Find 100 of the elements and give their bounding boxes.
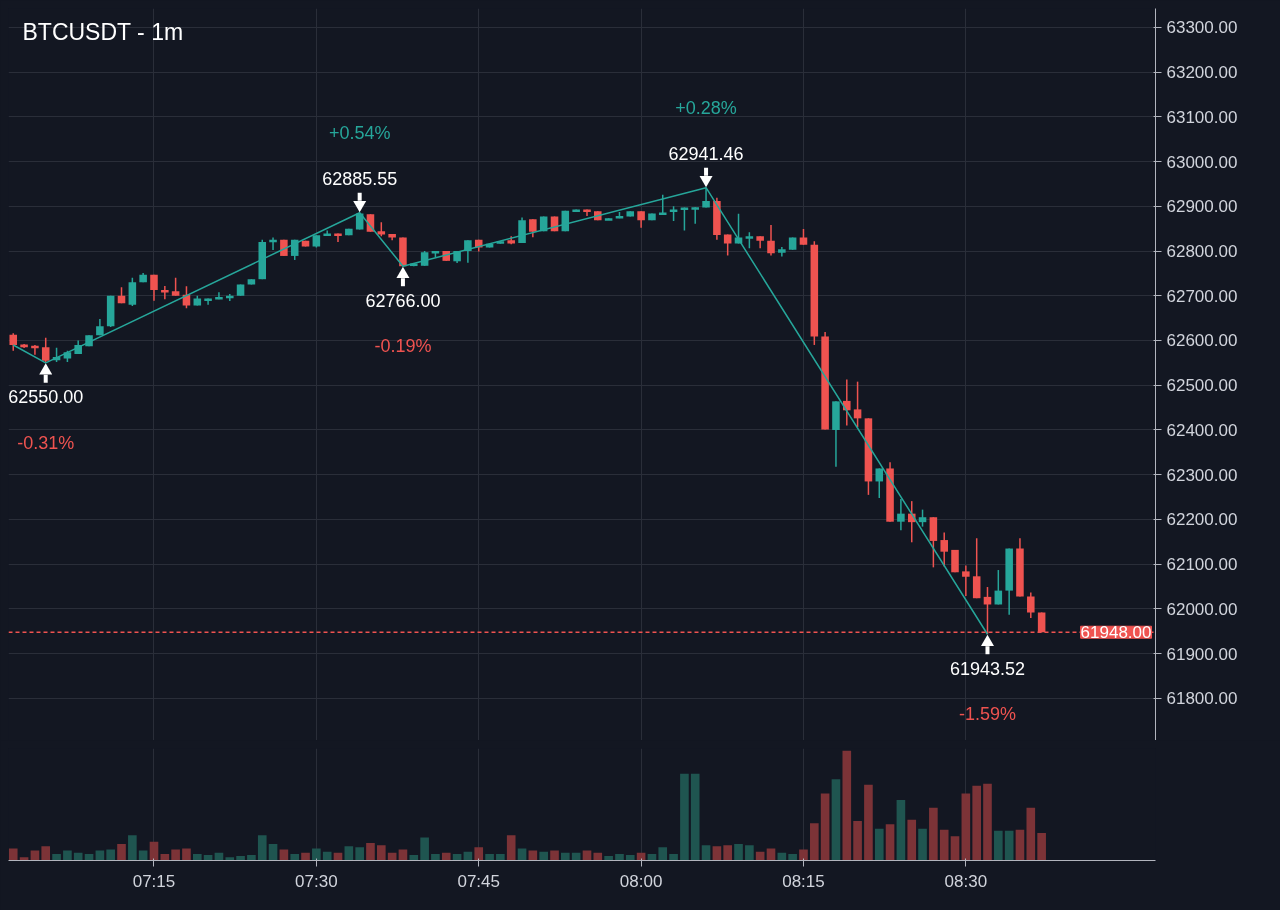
y-tick-label: 62800.00 [1166, 242, 1238, 262]
bar [192, 853, 202, 861]
candlestick [929, 516, 938, 569]
annotation: +0.28% [675, 97, 737, 118]
bar [8, 848, 18, 861]
bar [961, 793, 971, 861]
bar [929, 807, 938, 861]
bar [810, 823, 819, 861]
bar [409, 855, 419, 861]
bar [63, 850, 72, 861]
bar [864, 784, 873, 861]
bar [506, 835, 516, 861]
y-tick-label: 62900.00 [1166, 197, 1238, 217]
x-tick-label: 07:30 [295, 871, 338, 891]
bar [896, 800, 906, 861]
annotation: 62766.00 [365, 290, 441, 311]
x-tick-label: 07:45 [457, 871, 501, 891]
bar [376, 845, 386, 861]
bar [712, 846, 722, 861]
candlestick [1027, 591, 1035, 619]
bar [496, 853, 505, 861]
x-tick-label: 08:15 [782, 871, 825, 891]
bar [723, 845, 732, 861]
bar [236, 856, 245, 861]
candlestick [875, 467, 884, 499]
bar [972, 785, 982, 861]
bar [680, 773, 689, 861]
bar [441, 852, 451, 861]
bar [420, 837, 429, 861]
y-tick-label: 63200.00 [1166, 63, 1238, 83]
bar [701, 845, 711, 861]
annotation: -0.19% [374, 336, 432, 357]
bar [561, 852, 570, 861]
bar [355, 847, 364, 861]
bar [128, 835, 137, 861]
bar [1004, 830, 1014, 861]
bar [73, 852, 83, 861]
bar [604, 856, 613, 861]
bar [950, 836, 960, 861]
bar [290, 853, 300, 861]
bar [117, 844, 126, 861]
bar [799, 849, 808, 861]
candlestick [150, 273, 158, 302]
bar [41, 846, 51, 861]
candlestick [723, 233, 732, 257]
annotation: 62941.46 [668, 144, 744, 165]
y-tick-label: 62600.00 [1166, 331, 1238, 351]
bar [745, 845, 754, 861]
y-tick-label: 62700.00 [1166, 286, 1238, 306]
bar [842, 750, 852, 861]
bar [106, 849, 115, 861]
bar [182, 848, 191, 861]
bar [1026, 807, 1036, 861]
bar [312, 848, 321, 861]
bar [615, 853, 624, 861]
bar [550, 850, 559, 861]
bar [994, 830, 1003, 861]
x-tick-label: 08:30 [944, 871, 988, 891]
annotation: -0.31% [17, 432, 75, 453]
candlestick [940, 531, 948, 568]
chart-title: BTCUSDT - 1m [22, 18, 184, 45]
y-tick-label: 62100.00 [1166, 555, 1238, 575]
annotation: +0.54% [328, 122, 391, 143]
y-tick-label: 63300.00 [1166, 18, 1238, 38]
bar [344, 846, 354, 861]
bar [907, 819, 917, 861]
y-tick-label: 63000.00 [1166, 152, 1238, 172]
candlestick [41, 337, 50, 364]
bar [366, 842, 375, 861]
candlestick [215, 291, 223, 301]
ref-line-label: 61948.00 [1080, 623, 1152, 643]
bar [1015, 829, 1025, 861]
bar [734, 844, 743, 861]
candlestick [691, 206, 699, 225]
bar [658, 847, 668, 861]
bar [301, 852, 310, 861]
bar [983, 783, 992, 861]
annotation: 62885.55 [322, 169, 398, 190]
candlestick [972, 537, 981, 599]
bar [539, 851, 548, 861]
candlestick [897, 498, 905, 531]
candlestick [767, 224, 775, 257]
bar [918, 828, 927, 861]
y-tick-label: 61800.00 [1166, 689, 1238, 709]
bar [171, 849, 180, 861]
annotation: 61943.52 [949, 658, 1026, 679]
bar [669, 853, 678, 861]
bar [225, 857, 235, 861]
bar [939, 829, 949, 861]
annotation: 62550.00 [8, 387, 84, 408]
bar [247, 855, 256, 861]
candlestick [518, 216, 526, 244]
bar [431, 853, 440, 861]
bar [788, 853, 797, 861]
bar [257, 835, 267, 861]
y-tick-label: 62200.00 [1166, 510, 1238, 530]
bar [820, 793, 830, 861]
bar [1037, 833, 1046, 861]
bar [268, 844, 278, 861]
bar [885, 824, 895, 861]
